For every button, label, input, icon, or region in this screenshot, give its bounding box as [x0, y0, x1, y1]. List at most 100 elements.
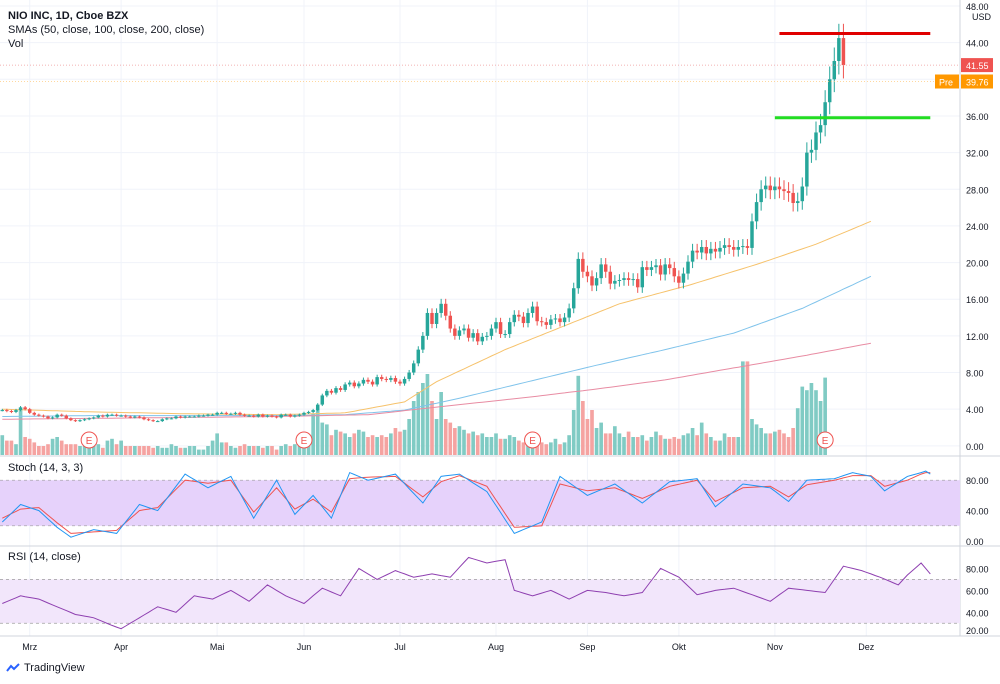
candle[interactable] — [727, 238, 731, 254]
candle[interactable] — [283, 413, 288, 416]
candle[interactable] — [622, 272, 626, 286]
candle[interactable] — [576, 252, 581, 294]
volume-bar[interactable] — [137, 446, 142, 455]
candle[interactable] — [32, 411, 37, 416]
candle[interactable] — [119, 414, 123, 417]
candle[interactable] — [23, 406, 27, 411]
candle[interactable] — [215, 411, 219, 416]
candle[interactable] — [613, 275, 617, 290]
volume-bar[interactable] — [759, 428, 763, 455]
volume-bar[interactable] — [558, 444, 562, 455]
volume-bar[interactable] — [251, 446, 256, 455]
candle[interactable] — [663, 258, 667, 281]
candle[interactable] — [357, 381, 361, 389]
volume-bar[interactable] — [297, 444, 302, 455]
candle[interactable] — [434, 308, 439, 329]
candle[interactable] — [114, 413, 119, 417]
candle[interactable] — [494, 317, 498, 333]
volume-bar[interactable] — [512, 437, 517, 455]
candle[interactable] — [535, 301, 539, 326]
volume-bar[interactable] — [535, 442, 539, 455]
volume-bar[interactable] — [763, 433, 768, 455]
candle[interactable] — [69, 417, 73, 422]
candle[interactable] — [617, 274, 622, 287]
candle[interactable] — [343, 382, 347, 392]
candle[interactable] — [581, 252, 585, 278]
volume-bar[interactable] — [453, 428, 457, 455]
volume-bar[interactable] — [247, 446, 251, 455]
volume-bar[interactable] — [197, 449, 201, 455]
candle[interactable] — [750, 213, 754, 255]
candle[interactable] — [713, 241, 718, 259]
volume-bar[interactable] — [457, 426, 462, 455]
volume-bar[interactable] — [704, 433, 709, 455]
volume-bar[interactable] — [343, 433, 347, 455]
volume-bar[interactable] — [507, 435, 512, 455]
candle[interactable] — [832, 47, 837, 93]
volume-bar[interactable] — [768, 433, 773, 455]
candle[interactable] — [370, 379, 375, 387]
candle[interactable] — [453, 324, 457, 340]
volume-bar[interactable] — [206, 446, 210, 455]
volume-bar[interactable] — [654, 431, 658, 455]
candle[interactable] — [311, 408, 315, 414]
volume-bar[interactable] — [5, 440, 9, 455]
candle[interactable] — [645, 260, 649, 277]
volume-bar[interactable] — [681, 435, 686, 455]
candle[interactable] — [9, 409, 14, 414]
volume-bar[interactable] — [750, 419, 754, 455]
volume-bar[interactable] — [101, 447, 105, 455]
candle[interactable] — [270, 414, 274, 418]
candle[interactable] — [142, 416, 146, 421]
volume-bar[interactable] — [421, 383, 425, 455]
candle[interactable] — [763, 176, 768, 199]
volume-bar[interactable] — [261, 447, 265, 455]
candle[interactable] — [46, 415, 50, 420]
volume-bar[interactable] — [489, 437, 494, 455]
volume-bar[interactable] — [526, 440, 530, 455]
candle[interactable] — [402, 376, 407, 386]
volume-bar[interactable] — [114, 444, 119, 455]
volume-bar[interactable] — [279, 446, 283, 455]
volume-bar[interactable] — [462, 429, 466, 455]
volume-bar[interactable] — [571, 410, 576, 455]
volume-bar[interactable] — [416, 392, 421, 455]
candle[interactable] — [754, 193, 759, 230]
candle[interactable] — [457, 326, 462, 340]
volume-bar[interactable] — [677, 438, 681, 455]
volume-bar[interactable] — [41, 446, 46, 455]
candle[interactable] — [430, 308, 434, 329]
volume-bar[interactable] — [370, 435, 375, 455]
candle[interactable] — [416, 346, 421, 367]
candle[interactable] — [631, 273, 635, 286]
candle[interactable] — [626, 272, 631, 286]
candle[interactable] — [654, 259, 658, 274]
volume-bar[interactable] — [87, 442, 91, 455]
volume-bar[interactable] — [736, 437, 741, 455]
candle[interactable] — [539, 316, 544, 327]
candle[interactable] — [498, 317, 503, 338]
candle[interactable] — [777, 177, 782, 199]
candle[interactable] — [681, 267, 686, 289]
volume-bar[interactable] — [37, 446, 41, 455]
candle[interactable] — [690, 243, 695, 269]
candle[interactable] — [549, 314, 553, 330]
volume-bar[interactable] — [27, 438, 32, 455]
candle[interactable] — [78, 419, 82, 422]
candle[interactable] — [187, 415, 192, 418]
candle[interactable] — [5, 408, 9, 413]
volume-bar[interactable] — [165, 447, 169, 455]
candle[interactable] — [443, 298, 448, 321]
candle[interactable] — [229, 412, 233, 415]
volume-bar[interactable] — [585, 419, 590, 455]
candle[interactable] — [334, 386, 338, 395]
volume-bar[interactable] — [210, 440, 215, 455]
candle[interactable] — [768, 176, 773, 200]
volume-bar[interactable] — [480, 433, 485, 455]
candle[interactable] — [210, 413, 215, 416]
volume-bar[interactable] — [539, 442, 544, 455]
volume-bar[interactable] — [256, 446, 261, 455]
candle[interactable] — [480, 332, 485, 346]
candle[interactable] — [37, 413, 41, 417]
volume-bar[interactable] — [160, 447, 165, 455]
